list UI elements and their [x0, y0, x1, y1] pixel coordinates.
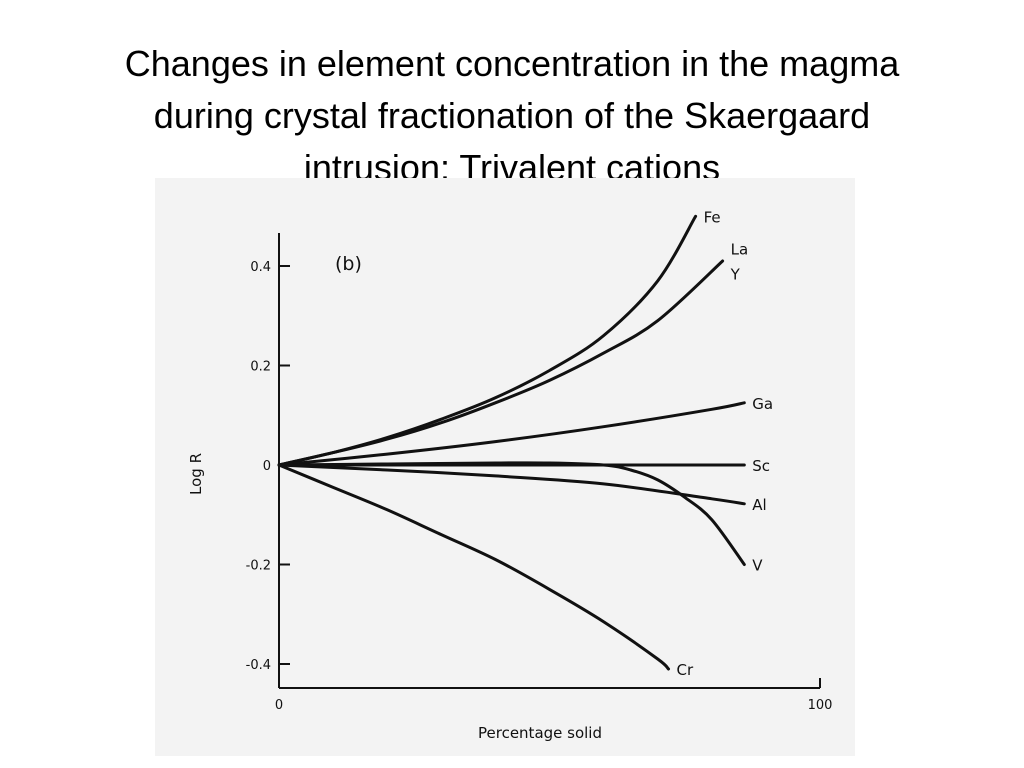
y-tick-label: 0.4 [250, 260, 271, 275]
x-axis-title: Percentage solid [478, 724, 602, 742]
series-label-sc: Sc [752, 457, 770, 475]
scanned-figure-background [155, 178, 855, 756]
y-tick-label: -0.4 [246, 658, 271, 673]
x-tick-label: 100 [808, 698, 833, 713]
y-tick-label: -0.2 [246, 559, 271, 574]
y-tick-label: 0.2 [250, 360, 271, 375]
slide-title-line: during crystal fractionation of the Skae… [153, 95, 871, 136]
y-tick-label: 0 [263, 459, 271, 474]
series-line-al [277, 463, 746, 506]
series-label-cr: Cr [677, 661, 694, 679]
series-line-cr [277, 463, 670, 671]
series-label-y: Y [730, 266, 741, 284]
y-ticks: 0.4 0.2 0 -0.2 -0.4 [246, 260, 290, 673]
series-label-al: Al [752, 496, 766, 514]
slide-title-line: Changes in element concentration in the … [124, 43, 900, 84]
series-lines [277, 214, 746, 671]
series-line-la-y [277, 259, 725, 467]
x-ticks: 0 100 [275, 678, 833, 713]
x-tick-label: 0 [275, 698, 283, 713]
series-labels: Fe La Y Ga Sc Al V Cr [677, 208, 774, 679]
y-axis-title: Log R [187, 453, 205, 495]
series-label-v: V [752, 557, 763, 575]
panel-label: (b) [335, 253, 362, 275]
series-label-ga: Ga [752, 395, 773, 413]
series-line-v [277, 461, 746, 566]
series-label-la: La [731, 241, 749, 259]
series-label-fe: Fe [704, 208, 721, 226]
slide-title: Changes in element concentration in the … [40, 38, 984, 194]
series-line-ga [277, 401, 746, 467]
